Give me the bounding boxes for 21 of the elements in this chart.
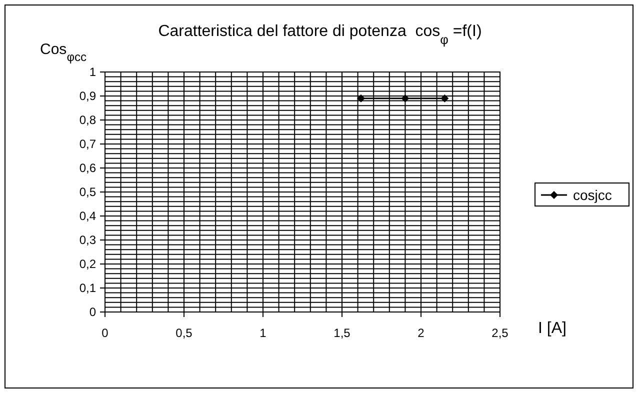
- x-tick-label: 2,5: [492, 326, 509, 340]
- x-tick-label: 0: [102, 326, 109, 340]
- y-tick-label: 0: [89, 305, 96, 319]
- y-tick-label: 0,9: [79, 89, 96, 103]
- chart-title: Caratteristica del fattore di potenza cos$_{φ}$ =f(I): [158, 23, 482, 46]
- y-tick-label: 0,7: [79, 137, 96, 151]
- y-tick-label: 0,6: [79, 161, 96, 175]
- y-tick-label: 0,1: [79, 281, 96, 295]
- y-tick-label: 0,8: [79, 113, 96, 127]
- y-tick-label: 0,5: [79, 185, 96, 199]
- x-tick-label: 1: [260, 326, 267, 340]
- y-tick-label: 0,3: [79, 233, 96, 247]
- x-tick-label: 2: [418, 326, 425, 340]
- x-tick-label: 0,5: [176, 326, 193, 340]
- x-axis-title: I [A]: [538, 320, 566, 337]
- y-tick-label: 0,4: [79, 209, 96, 223]
- legend-label: cosjcc: [573, 187, 612, 203]
- y-tick-label: 1: [89, 65, 96, 79]
- y-tick-label: 0,2: [79, 257, 96, 271]
- x-tick-label: 1,5: [334, 326, 351, 340]
- y-axis-title: Cos$_{φcc}$: [40, 41, 86, 64]
